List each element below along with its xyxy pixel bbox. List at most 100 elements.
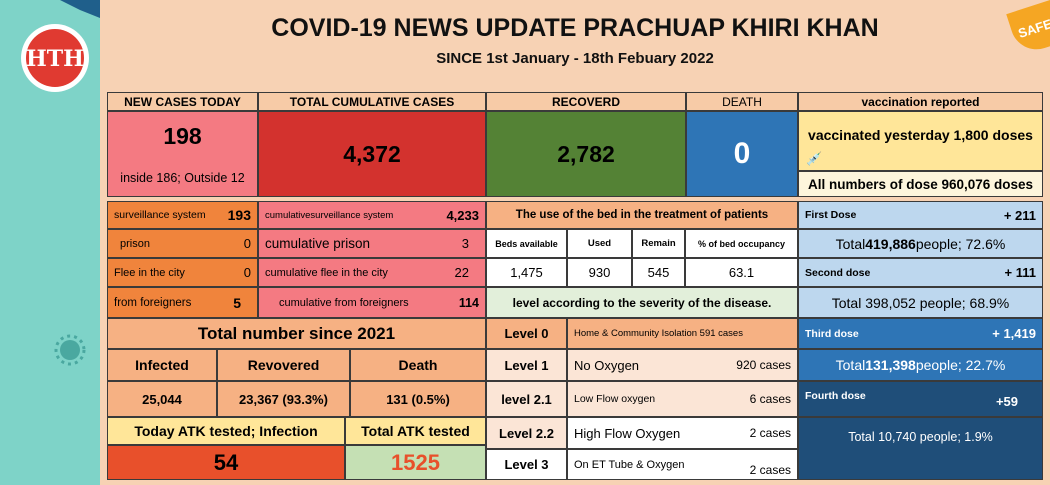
atk-today-label: Today ATK tested; Infection <box>107 417 345 445</box>
dose-total-suffix: people; 22.7% <box>915 357 1006 373</box>
cumulative-row-1: cumulative prison 3 <box>258 229 486 258</box>
level-cases: 6 cases <box>749 392 791 406</box>
level-2-1-label: level 2.1 <box>486 381 567 417</box>
dose-added: + 1,419 <box>992 326 1036 341</box>
cumulative-row-2: cumulative flee in the city 22 <box>258 258 486 287</box>
breakdown-label: prison <box>120 237 150 250</box>
cumulative-label: cumulative prison <box>265 236 371 251</box>
logo: HTH <box>26 46 84 72</box>
breakdown-label: Flee in the city <box>114 266 185 279</box>
bed-remain-value: 545 <box>632 258 685 287</box>
since-header-death: Death <box>350 349 486 381</box>
breakdown-value: 193 <box>227 207 251 223</box>
dose-label: Second dose <box>805 266 871 279</box>
level-0-desc: Home & Community Isolation 591 cases <box>567 318 798 349</box>
breakdown-value: 5 <box>233 294 241 311</box>
death-value: 0 <box>686 111 798 197</box>
since-recovered-value: 23,367 (93.3%) <box>217 381 350 417</box>
cumulative-label: cumulative from foreigners <box>279 296 409 309</box>
since-2021-title: Total number since 2021 <box>107 318 486 349</box>
level-1-row: No Oxygen 920 cases <box>567 349 798 381</box>
breakdown-row-1: prison 0 <box>107 229 258 258</box>
breakdown-row-0: surveillance system 193 <box>107 201 258 229</box>
dose-second-total: Total 398,052 people; 68.9% <box>798 287 1043 318</box>
dose-third-row: Third dose + 1,419 <box>798 318 1043 349</box>
dose-added: + 111 <box>1004 265 1036 280</box>
header-total-cumulative: TOTAL CUMULATIVE CASES <box>258 92 486 111</box>
level-2-2-row: High Flow Oxygen 2 cases <box>567 417 798 449</box>
level-cases: 2 cases <box>749 426 791 440</box>
cumulative-value: 3 <box>461 236 469 251</box>
new-cases-detail: inside 186; Outside 12 <box>120 171 245 186</box>
level-cases: 920 cases <box>736 358 791 372</box>
all-doses: All numbers of dose 960,076 doses <box>798 171 1043 197</box>
breakdown-row-3: from foreigners 5 <box>107 287 258 318</box>
page-subtitle: SINCE 1st January - 18th Febuary 2022 <box>436 50 714 67</box>
level-cases: 2 cases <box>749 462 791 477</box>
breakdown-row-2: Flee in the city 0 <box>107 258 258 287</box>
dose-total-bold: 419,886 <box>865 235 916 252</box>
level-2-1-row: Low Flow oxygen 6 cases <box>567 381 798 417</box>
dose-first-total: Total 419,886 people; 72.6% <box>798 229 1043 258</box>
dose-total-prefix: Total <box>835 357 866 373</box>
dose-total-suffix: people; 72.6% <box>915 235 1006 252</box>
level-0-label: Level 0 <box>486 318 567 349</box>
cumulative-row-3: cumulative from foreigners 114 <box>258 287 486 318</box>
cumulative-label: cumulativesurveillance system <box>265 209 394 221</box>
atk-total-label: Total ATK tested <box>345 417 486 445</box>
recovered-value: 2,782 <box>486 111 686 197</box>
bed-col-used: Used <box>567 229 632 258</box>
cumulative-value: 22 <box>454 265 469 280</box>
since-infected-value: 25,044 <box>107 381 217 417</box>
level-desc: No Oxygen <box>574 357 640 373</box>
since-death-value: 131 (0.5%) <box>350 381 486 417</box>
cumulative-value: 4,233 <box>446 207 479 223</box>
header-vaccination: vaccination reported <box>798 92 1043 111</box>
dose-added: +59 <box>995 394 1018 409</box>
dose-total-bold: 131,398 <box>865 357 916 373</box>
infographic: SAFE COVID-19 NEWS UPDATE PRACHUAP KHIRI… <box>100 0 1050 485</box>
new-cases-value: 198 <box>163 122 202 149</box>
dose-total-prefix: Total <box>835 235 866 252</box>
breakdown-value: 0 <box>243 265 251 280</box>
syringe-icon: 💉 <box>806 151 823 166</box>
cumulative-row-0: cumulativesurveillance system 4,233 <box>258 201 486 229</box>
bed-used-value: 930 <box>567 258 632 287</box>
breakdown-value: 0 <box>243 236 251 251</box>
breakdown-label: surveillance system <box>114 209 206 221</box>
page-title: COVID-19 NEWS UPDATE PRACHUAP KHIRI KHAN <box>271 14 879 42</box>
since-header-recovered: Revovered <box>217 349 350 381</box>
level-3-row: On ET Tube & Oxygen 2 cases <box>567 449 798 480</box>
bed-title: The use of the bed in the treatment of p… <box>486 201 798 229</box>
header-recovered: RECOVERD <box>486 92 686 111</box>
bed-col-available: Beds available <box>486 229 567 258</box>
level-1-label: Level 1 <box>486 349 567 381</box>
dose-label: Fourth dose <box>805 390 866 402</box>
bed-col-remain: Remain <box>632 229 685 258</box>
since-header-infected: Infected <box>107 349 217 381</box>
left-decoration: HTH <box>0 0 100 485</box>
dose-fourth-row: Fourth dose +59 <box>798 381 1043 417</box>
level-3-label: Level 3 <box>486 449 567 480</box>
severity-title: level according to the severity of the d… <box>486 287 798 318</box>
header-death: DEATH <box>686 92 798 111</box>
dose-added: + 211 <box>1003 207 1036 223</box>
dose-first-row: First Dose + 211 <box>798 201 1043 229</box>
header-new-cases: NEW CASES TODAY <box>107 92 258 111</box>
atk-total-value: 1525 <box>345 445 486 480</box>
decoration-svg <box>21 0 100 366</box>
atk-today-value: 54 <box>107 445 345 480</box>
dose-fourth-total: Total 10,740 people; 1.9% <box>798 417 1043 480</box>
vaccinated-yesterday: vaccinated yesterday 1,800 doses <box>798 111 1043 171</box>
dose-label: Third dose <box>805 327 859 340</box>
cumulative-label: cumulative flee in the city <box>265 266 388 279</box>
total-cumulative-value: 4,372 <box>258 111 486 197</box>
new-cases-box: 198 inside 186; Outside 12 <box>107 111 258 197</box>
dose-label: First Dose <box>805 209 857 221</box>
dose-third-total: Total 131,398 people; 22.7% <box>798 349 1043 381</box>
breakdown-label: from foreigners <box>114 296 192 309</box>
cumulative-value: 114 <box>458 295 479 310</box>
bed-occupancy-value: 63.1 <box>685 258 798 287</box>
level-desc: On ET Tube & Oxygen <box>574 458 685 471</box>
bed-available-value: 1,475 <box>486 258 567 287</box>
